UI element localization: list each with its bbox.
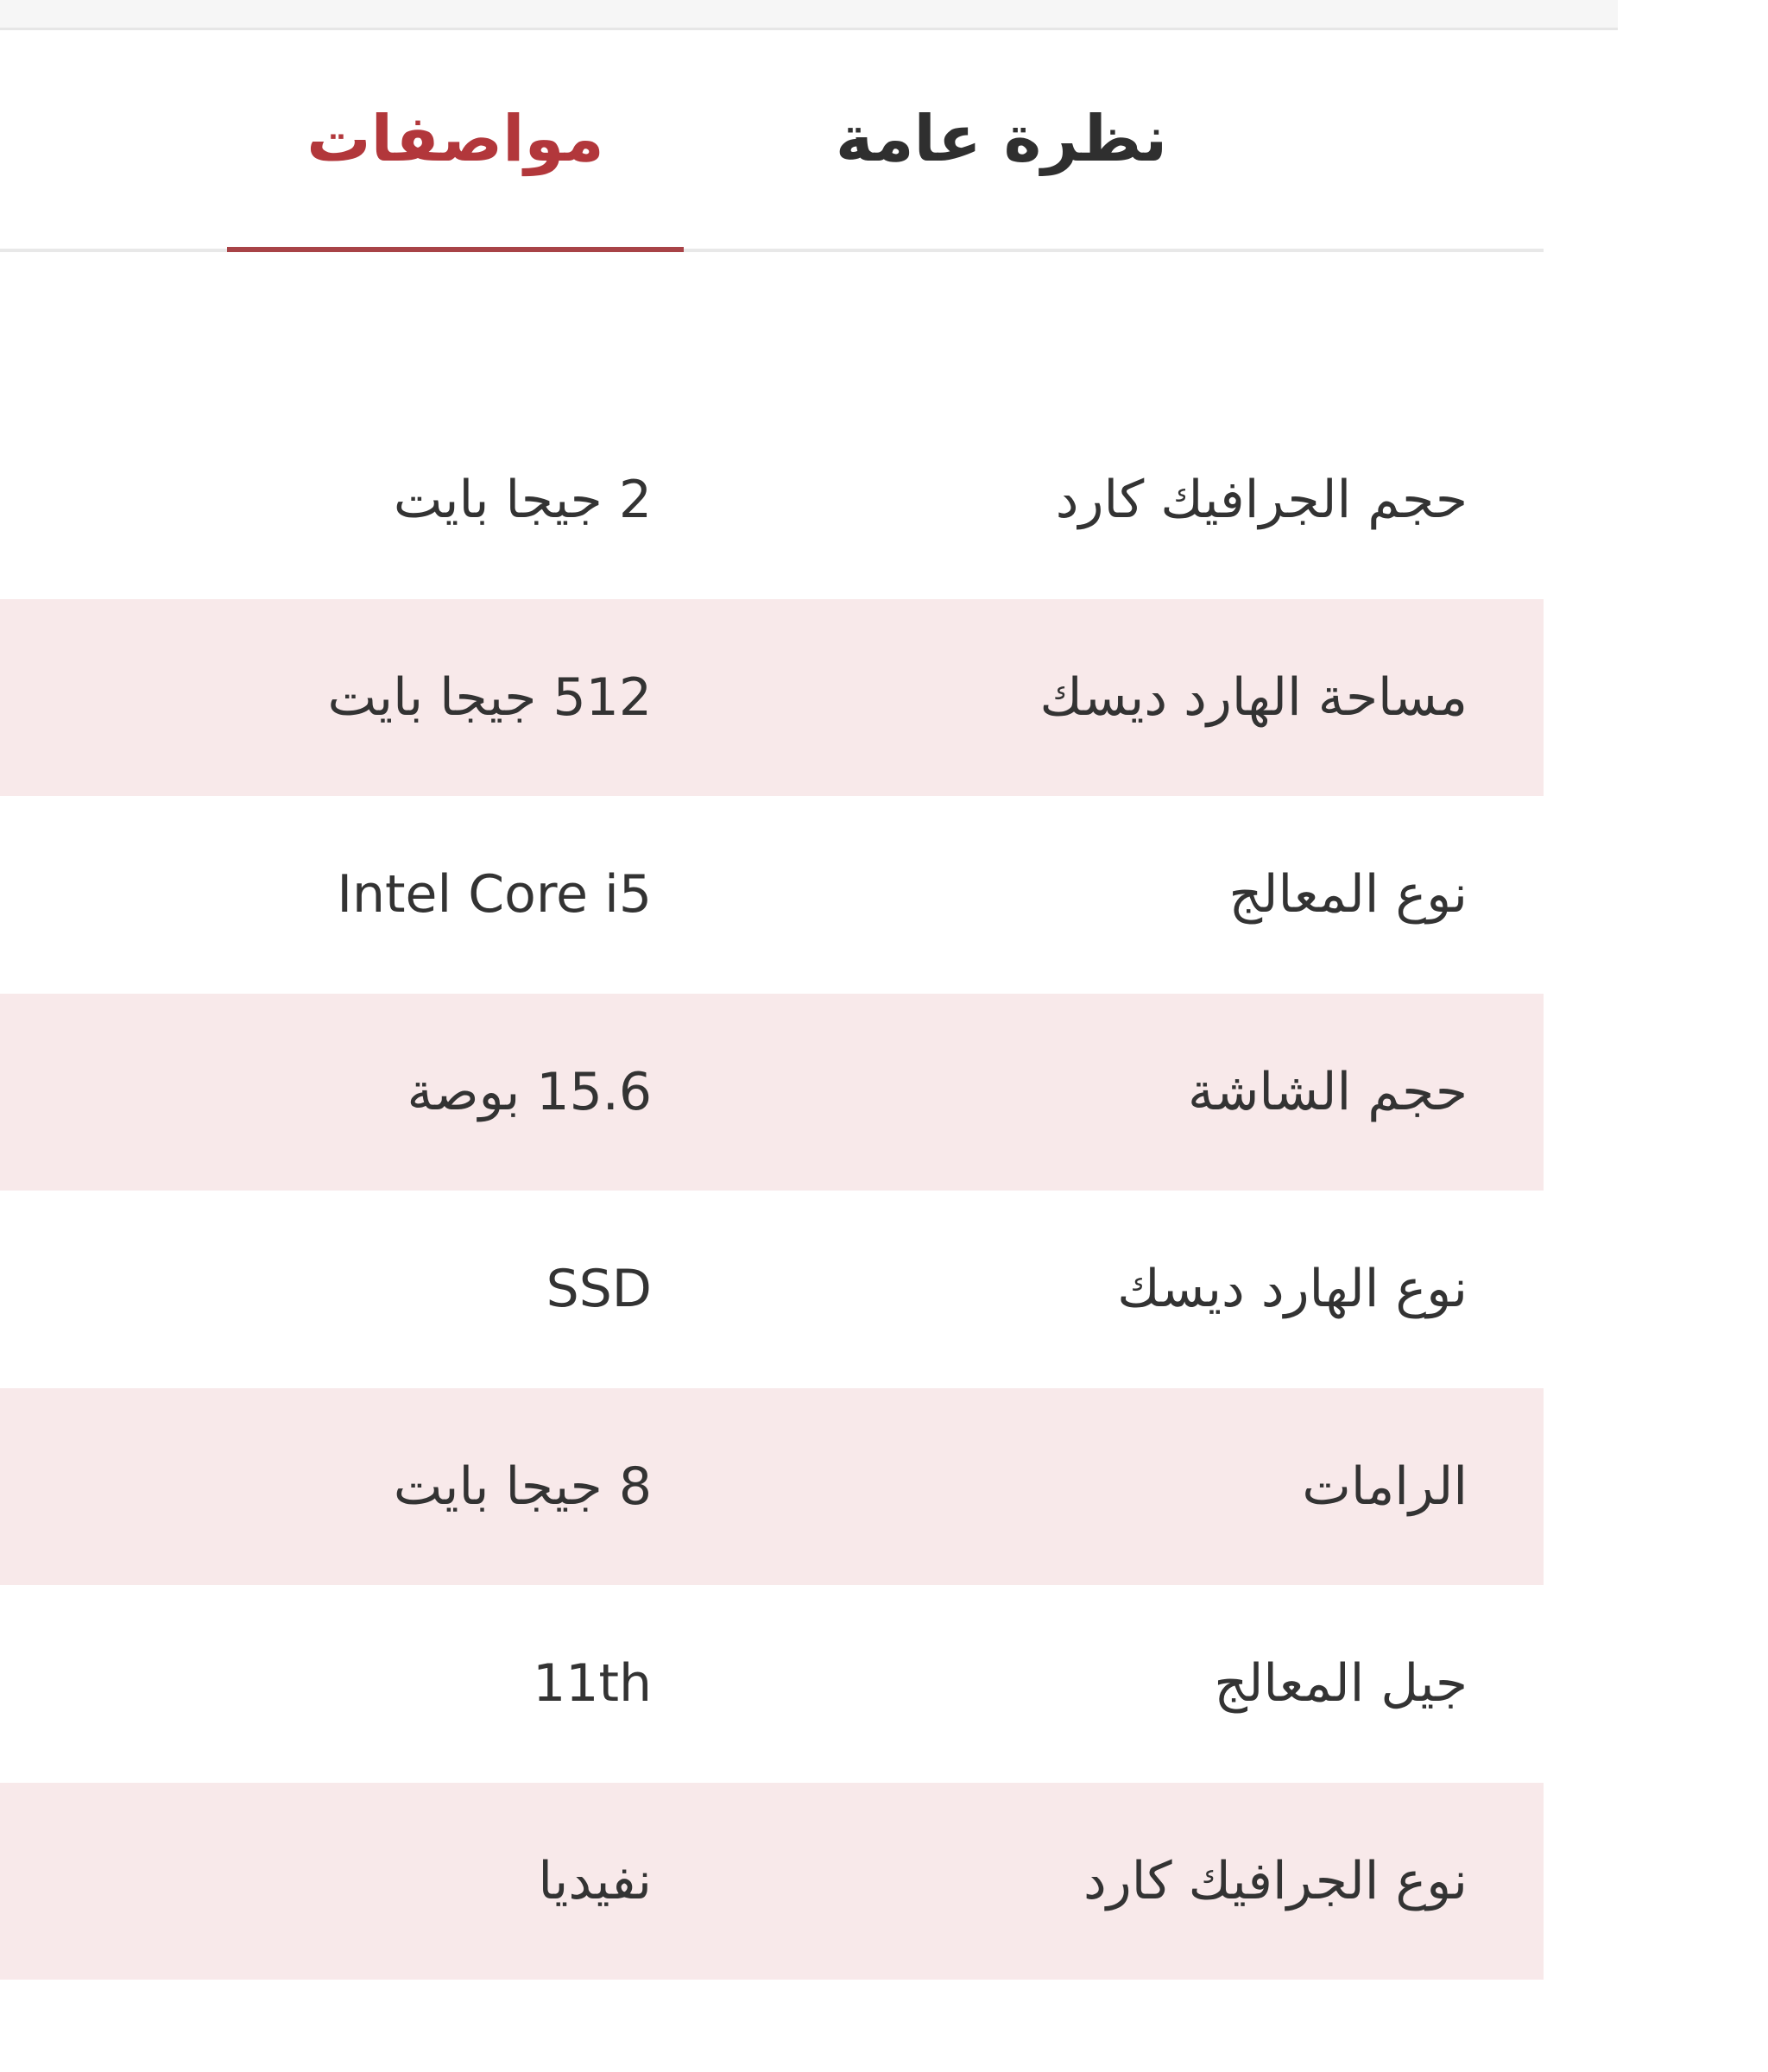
tab-specifications[interactable]: مواصفات <box>227 29 684 252</box>
spec-row: جيل المعالج 11th <box>0 1585 1544 1783</box>
spec-row: نوع المعالج Intel Core i5 <box>0 796 1544 994</box>
spec-value: 11th <box>533 1653 652 1715</box>
spec-label: حجم الشاشة <box>1187 1061 1468 1122</box>
tab-overview[interactable]: نظرة عامة <box>835 102 1168 176</box>
spec-row: حجم الجرافيك كارد 2 جيجا بايت <box>0 401 1544 599</box>
spec-row: حجم الشاشة 15.6 بوصة <box>0 993 1544 1191</box>
spec-label: جيل المعالج <box>1214 1653 1468 1715</box>
spec-row: نوع الجرافيك كارد نفيديا <box>0 1782 1544 1980</box>
spec-label: مساحة الهارد ديسك <box>1039 666 1468 728</box>
spec-value: 512 جيجا بايت <box>327 666 652 728</box>
spec-label: نوع المعالج <box>1228 864 1468 925</box>
spec-row: نوع الهارد ديسك SSD <box>0 1191 1544 1388</box>
spec-label: الرامات <box>1302 1456 1468 1517</box>
spec-label: نوع الهارد ديسك <box>1117 1259 1468 1320</box>
spec-value: SSD <box>546 1259 652 1320</box>
spec-row: مساحة الهارد ديسك 512 جيجا بايت <box>0 598 1544 796</box>
spec-label: نوع الجرافيك كارد <box>1083 1850 1468 1911</box>
specs-table: حجم الجرافيك كارد 2 جيجا بايت مساحة الهار… <box>0 401 1544 1980</box>
spec-value: نفيديا <box>538 1850 652 1911</box>
spec-value: 8 جيجا بايت <box>393 1456 652 1517</box>
spec-value: 2 جيجا بايت <box>393 470 652 531</box>
spec-value: Intel Core i5 <box>337 864 652 925</box>
spec-row: الرامات 8 جيجا بايت <box>0 1387 1544 1585</box>
spec-value: 15.6 بوصة <box>407 1061 652 1122</box>
tab-bar: نظرة عامة مواصفات <box>0 29 1544 252</box>
top-bar <box>0 0 1618 30</box>
spec-label: حجم الجرافيك كارد <box>1055 470 1468 531</box>
